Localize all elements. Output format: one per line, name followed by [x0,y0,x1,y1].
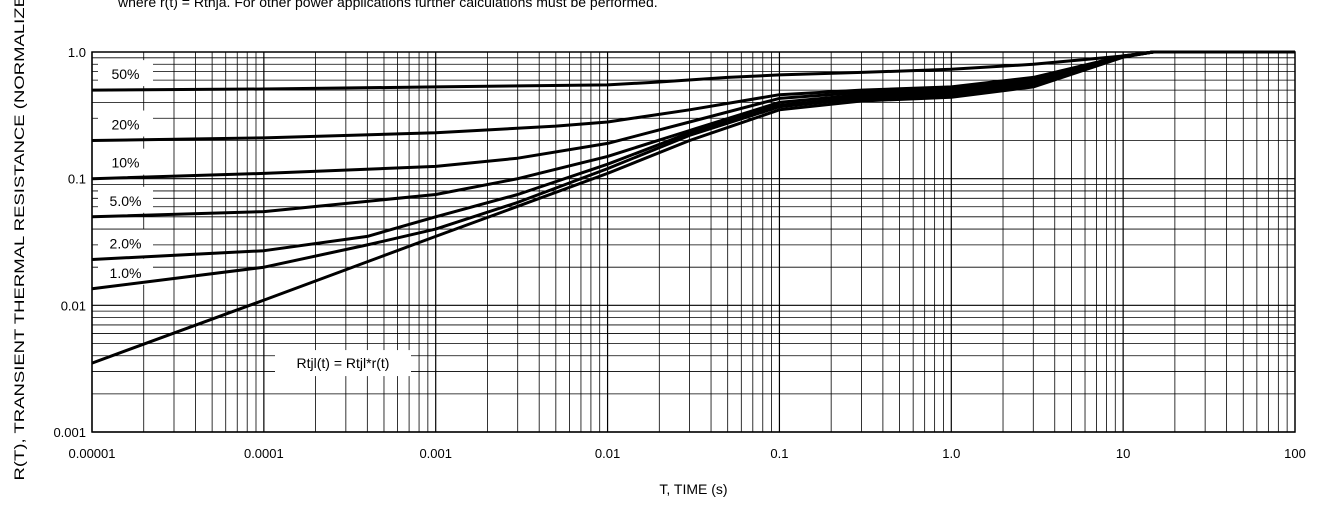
series-label: 10% [111,155,139,171]
series-label-box [98,110,153,137]
series-line [91,50,1295,365]
series-label-box [98,148,153,175]
plot-frame [91,51,1296,433]
y-tick-label: 0.1 [68,172,86,187]
x-tick-label: 10 [1116,446,1130,461]
label-boxes: 50% 20% 10% 5.0% 2.0% 1.0% [98,60,153,285]
x-tick-label: 0.00001 [69,446,116,461]
annotation-text: Rtjl(t) = Rtjl*r(t) [297,355,390,371]
series-label: 50% [111,66,139,82]
series-label-box [98,186,153,213]
series-label: 20% [111,117,139,133]
series-line [91,50,1295,181]
x-axis-title: T, TIME (s) [659,481,727,497]
series-label: 2.0% [110,236,142,252]
x-tick-label: 0.1 [770,446,788,461]
series-label-box [98,258,153,285]
x-tick-label: 1.0 [942,446,960,461]
x-tick-label: 0.001 [419,446,452,461]
series-label: 1.0% [110,265,142,281]
series-line [91,50,1295,261]
annotation: Rtjl(t) = Rtjl*r(t) [275,350,411,377]
header-note: where r(t) = Rthja. For other power appl… [118,0,658,10]
x-tick-labels: 0.00001 0.0001 0.001 0.01 0.1 1.0 10 100 [69,446,1306,461]
x-tick-label: 0.01 [595,446,620,461]
y-tick-labels: 0.001 0.01 0.1 1.0 [53,45,86,440]
series-group [91,50,1295,365]
y-tick-label: 0.01 [61,298,86,313]
y-tick-label: 1.0 [68,45,86,60]
series-label-box [98,229,153,256]
y-tick-label: 0.001 [53,425,86,440]
x-tick-label: 0.0001 [244,446,284,461]
series-line [91,50,1295,142]
series-label-box [98,60,153,87]
x-tick-label: 100 [1284,446,1306,461]
series-label: 5.0% [110,193,142,209]
y-axis-title: R(T), TRANSIENT THERMAL RESISTANCE (NORM… [11,0,27,480]
